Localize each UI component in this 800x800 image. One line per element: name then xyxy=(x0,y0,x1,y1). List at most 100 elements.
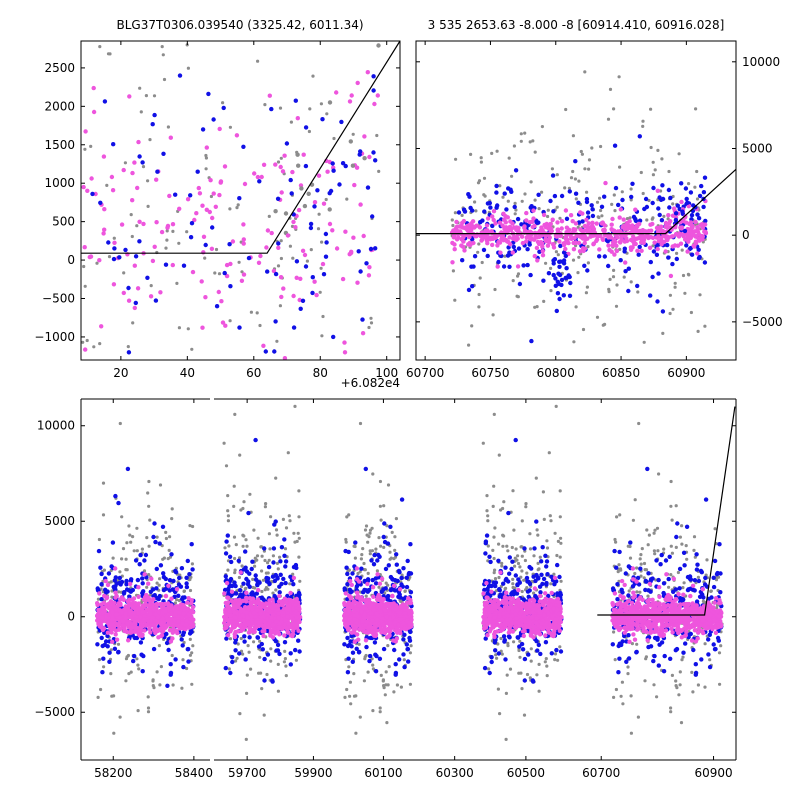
data-point-pink xyxy=(147,598,153,603)
data-point-pink xyxy=(95,602,100,608)
data-point-blue xyxy=(557,296,562,302)
data-point-pink xyxy=(537,234,542,240)
data-point-pink xyxy=(519,234,525,239)
data-point-gray xyxy=(111,556,115,560)
data-point-gray xyxy=(309,248,313,252)
data-point-gray xyxy=(483,194,487,198)
data-point-pink xyxy=(114,605,119,610)
data-point-pink xyxy=(358,202,363,207)
data-point-gray xyxy=(379,518,383,522)
data-point-gray xyxy=(359,557,363,561)
data-point-blue xyxy=(590,213,596,219)
data-point xyxy=(673,217,679,223)
data-point-blue xyxy=(404,575,409,580)
data-point-blue xyxy=(262,546,267,551)
data-point-pink xyxy=(314,292,319,298)
data-point-gray xyxy=(510,174,514,178)
data-point-gray xyxy=(629,280,633,284)
data-point-pink xyxy=(663,249,668,254)
data-point-pink xyxy=(132,160,137,165)
data-point-gray xyxy=(511,279,515,283)
data-point-gray xyxy=(608,277,612,281)
data-point-gray xyxy=(348,694,352,698)
data-point-blue xyxy=(651,249,657,254)
data-point xyxy=(675,203,680,208)
data-point-pink xyxy=(294,275,299,280)
data-point-gray xyxy=(612,193,616,197)
data-point-blue xyxy=(405,558,410,564)
data-point-gray xyxy=(135,526,139,530)
data-point-gray xyxy=(378,706,382,710)
data-point-pink xyxy=(623,260,628,265)
data-point-pink xyxy=(291,575,297,581)
data-point-pink xyxy=(267,93,272,98)
data-point-blue xyxy=(113,575,119,580)
panel-zoom-y-tick-label: 0 xyxy=(67,253,75,267)
data-point-gray xyxy=(267,532,271,536)
data-point-gray xyxy=(378,479,383,484)
data-point-blue xyxy=(282,537,287,542)
data-point-gray xyxy=(523,131,527,135)
data-point-pink xyxy=(263,606,268,611)
data-point-pink xyxy=(213,204,218,209)
data-point-gray xyxy=(232,484,236,488)
data-point-pink xyxy=(540,244,545,249)
data-point-blue xyxy=(388,574,394,580)
data-point-blue xyxy=(557,272,563,278)
data-point-blue xyxy=(622,246,627,251)
data-point-gray xyxy=(320,240,324,244)
data-point-blue xyxy=(276,241,281,246)
data-point-pink xyxy=(159,604,164,609)
data-point-pink xyxy=(367,154,372,160)
data-point-blue xyxy=(271,560,276,565)
data-point-blue xyxy=(470,208,475,213)
data-point-blue xyxy=(223,665,228,671)
data-point-blue xyxy=(180,643,185,648)
data-point-gray xyxy=(110,589,114,593)
data-point-pink xyxy=(508,219,513,224)
data-point-pink xyxy=(228,261,233,267)
data-point-blue xyxy=(482,209,487,214)
data-point-blue xyxy=(695,212,700,217)
data-point-pink xyxy=(501,211,506,216)
data-point-gray xyxy=(599,208,603,213)
data-point-pink xyxy=(166,583,171,588)
data-point-blue xyxy=(117,255,122,260)
data-point-blue xyxy=(228,670,233,676)
data-point xyxy=(310,275,315,280)
data-point-gray xyxy=(450,218,454,222)
data-point-pink xyxy=(246,605,251,610)
panel-season-x-tick-label: 60900 xyxy=(667,366,705,380)
data-point-pink xyxy=(485,216,491,221)
data-point-blue xyxy=(589,203,594,208)
data-point-gray xyxy=(260,569,264,573)
data-point-gray xyxy=(586,261,591,265)
data-point-pink xyxy=(296,628,301,633)
data-point-pink xyxy=(149,622,155,628)
data-point-gray xyxy=(165,238,169,242)
data-point-pink xyxy=(194,211,199,216)
data-point-pink xyxy=(535,258,540,263)
data-point-gray xyxy=(625,217,630,221)
data-point-pink xyxy=(234,619,239,624)
data-point-blue xyxy=(379,589,384,594)
panel-zoom-x-tick-label: 60 xyxy=(246,366,261,380)
data-point-gray xyxy=(228,207,232,211)
data-point-pink xyxy=(591,242,596,247)
data-point-pink xyxy=(555,220,560,225)
data-point-blue xyxy=(98,565,103,570)
data-point-blue xyxy=(152,521,157,526)
data-point-gray xyxy=(473,200,477,204)
data-point-blue xyxy=(177,73,183,78)
data-point-gray xyxy=(371,663,375,667)
data-point-pink xyxy=(693,239,698,244)
data-point-blue xyxy=(227,554,233,559)
data-point-gray xyxy=(513,212,517,216)
data-point xyxy=(685,200,690,205)
data-point-gray xyxy=(234,543,238,547)
data-point-blue xyxy=(656,206,661,211)
data-point-pink xyxy=(360,331,366,336)
data-point-gray xyxy=(105,183,109,187)
data-point-pink xyxy=(167,607,172,612)
data-point-gray xyxy=(228,637,233,641)
